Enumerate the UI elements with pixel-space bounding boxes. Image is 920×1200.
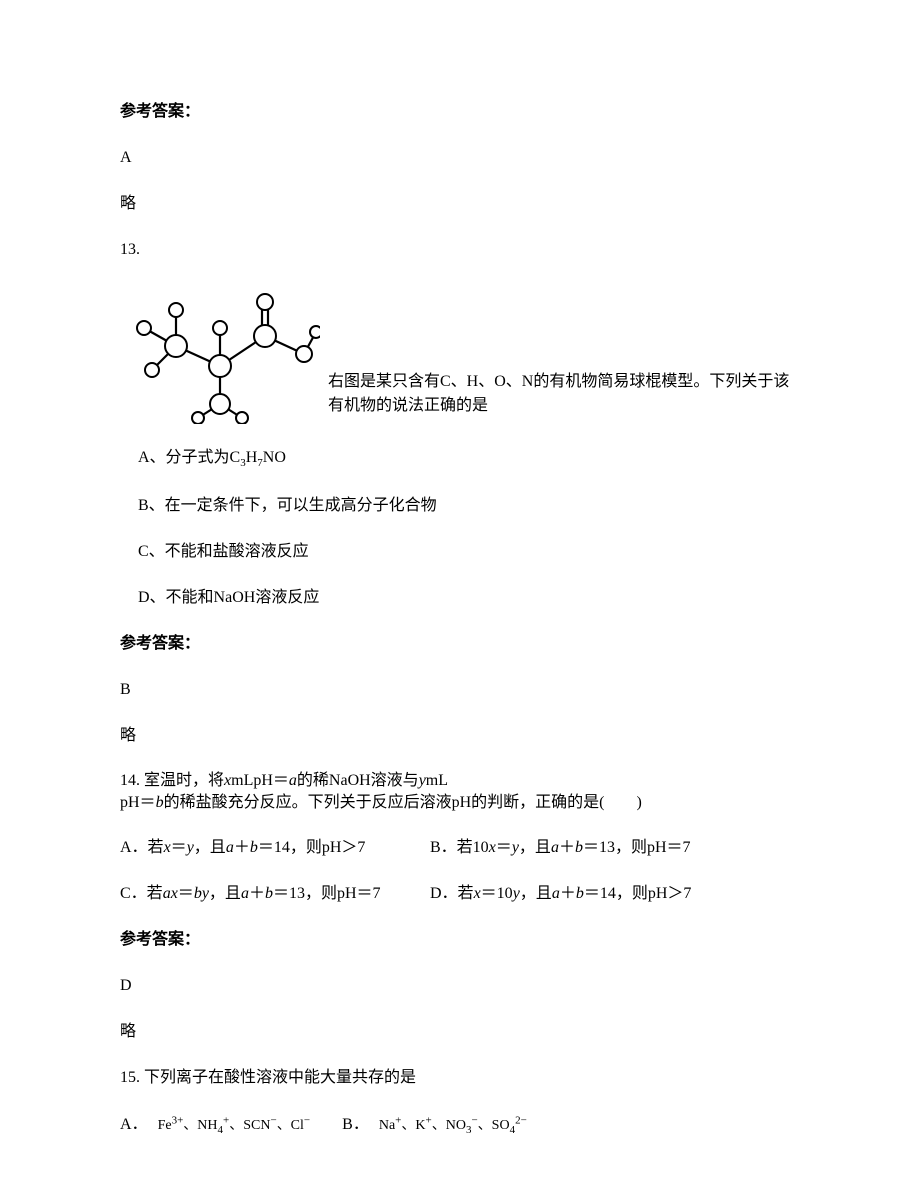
q15-options: A．Fe3+、NH4+、SCN−、Cl− B．Na+、K+、NO3−、SO42− (120, 1112, 800, 1138)
q13-number: 13. (120, 238, 800, 262)
q13-optA: A、分子式为C3H7NO (120, 446, 800, 472)
q14-answer: D (120, 974, 800, 998)
q15-stem: 15. 下列离子在酸性溶液中能大量共存的是 (120, 1066, 800, 1090)
q14-optD: D．若x＝10y，且a＋b＝14，则pH＞7 (430, 882, 691, 906)
q14-options: A．若x＝y，且a＋b＝14，则pH＞7 B．若10x＝y，且a＋b＝13，则p… (120, 836, 800, 928)
answer-label-2: 参考答案： (120, 632, 800, 656)
q13-answer: B (120, 678, 800, 702)
q15-optA-chem: Fe3+、NH4+、SCN−、Cl− (158, 1118, 311, 1133)
omit-text-3: 略 (120, 1020, 800, 1044)
omit-text-2: 略 (120, 724, 800, 748)
omit-text: 略 (120, 192, 800, 216)
q13-figure-row: 右图是某只含有C、H、O、N的有机物简易球棍模型。下列关于该有机物的说法正确的是 (120, 284, 800, 424)
q14-optA: A．若x＝y，且a＋b＝14，则pH＞7 (120, 836, 430, 860)
q13-optA-mid: H (246, 449, 258, 466)
q13-optD: D、不能和NaOH溶液反应 (120, 586, 800, 610)
q15-optB-chem: Na+、K+、NO3−、SO42− (379, 1118, 527, 1133)
q14-stem: 14. 室温时，将xmLpH＝a的稀NaOH溶液与ymL pH＝b的稀盐酸充分反… (120, 770, 800, 815)
q13-optC: C、不能和盐酸溶液反应 (120, 540, 800, 564)
answer-label: 参考答案： (120, 100, 800, 124)
q15-optB: B．Na+、K+、NO3−、SO42− (342, 1112, 527, 1138)
prev-answer: A (120, 146, 800, 170)
q13-optA-pre: A、分子式为C (138, 449, 240, 466)
q13-optA-post: NO (263, 449, 286, 466)
q14-optC: C．若ax＝by，且a＋b＝13，则pH＝7 (120, 882, 430, 906)
q13-optB: B、在一定条件下，可以生成高分子化合物 (120, 494, 800, 518)
q14-optB: B．若10x＝y，且a＋b＝13，则pH＝7 (430, 836, 691, 860)
q13-intro: 右图是某只含有C、H、O、N的有机物简易球棍模型。下列关于该有机物的说法正确的是 (328, 370, 800, 424)
q15-optA: A．Fe3+、NH4+、SCN−、Cl− (120, 1112, 310, 1138)
answer-label-3: 参考答案： (120, 928, 800, 952)
molecule-diagram (120, 284, 320, 424)
